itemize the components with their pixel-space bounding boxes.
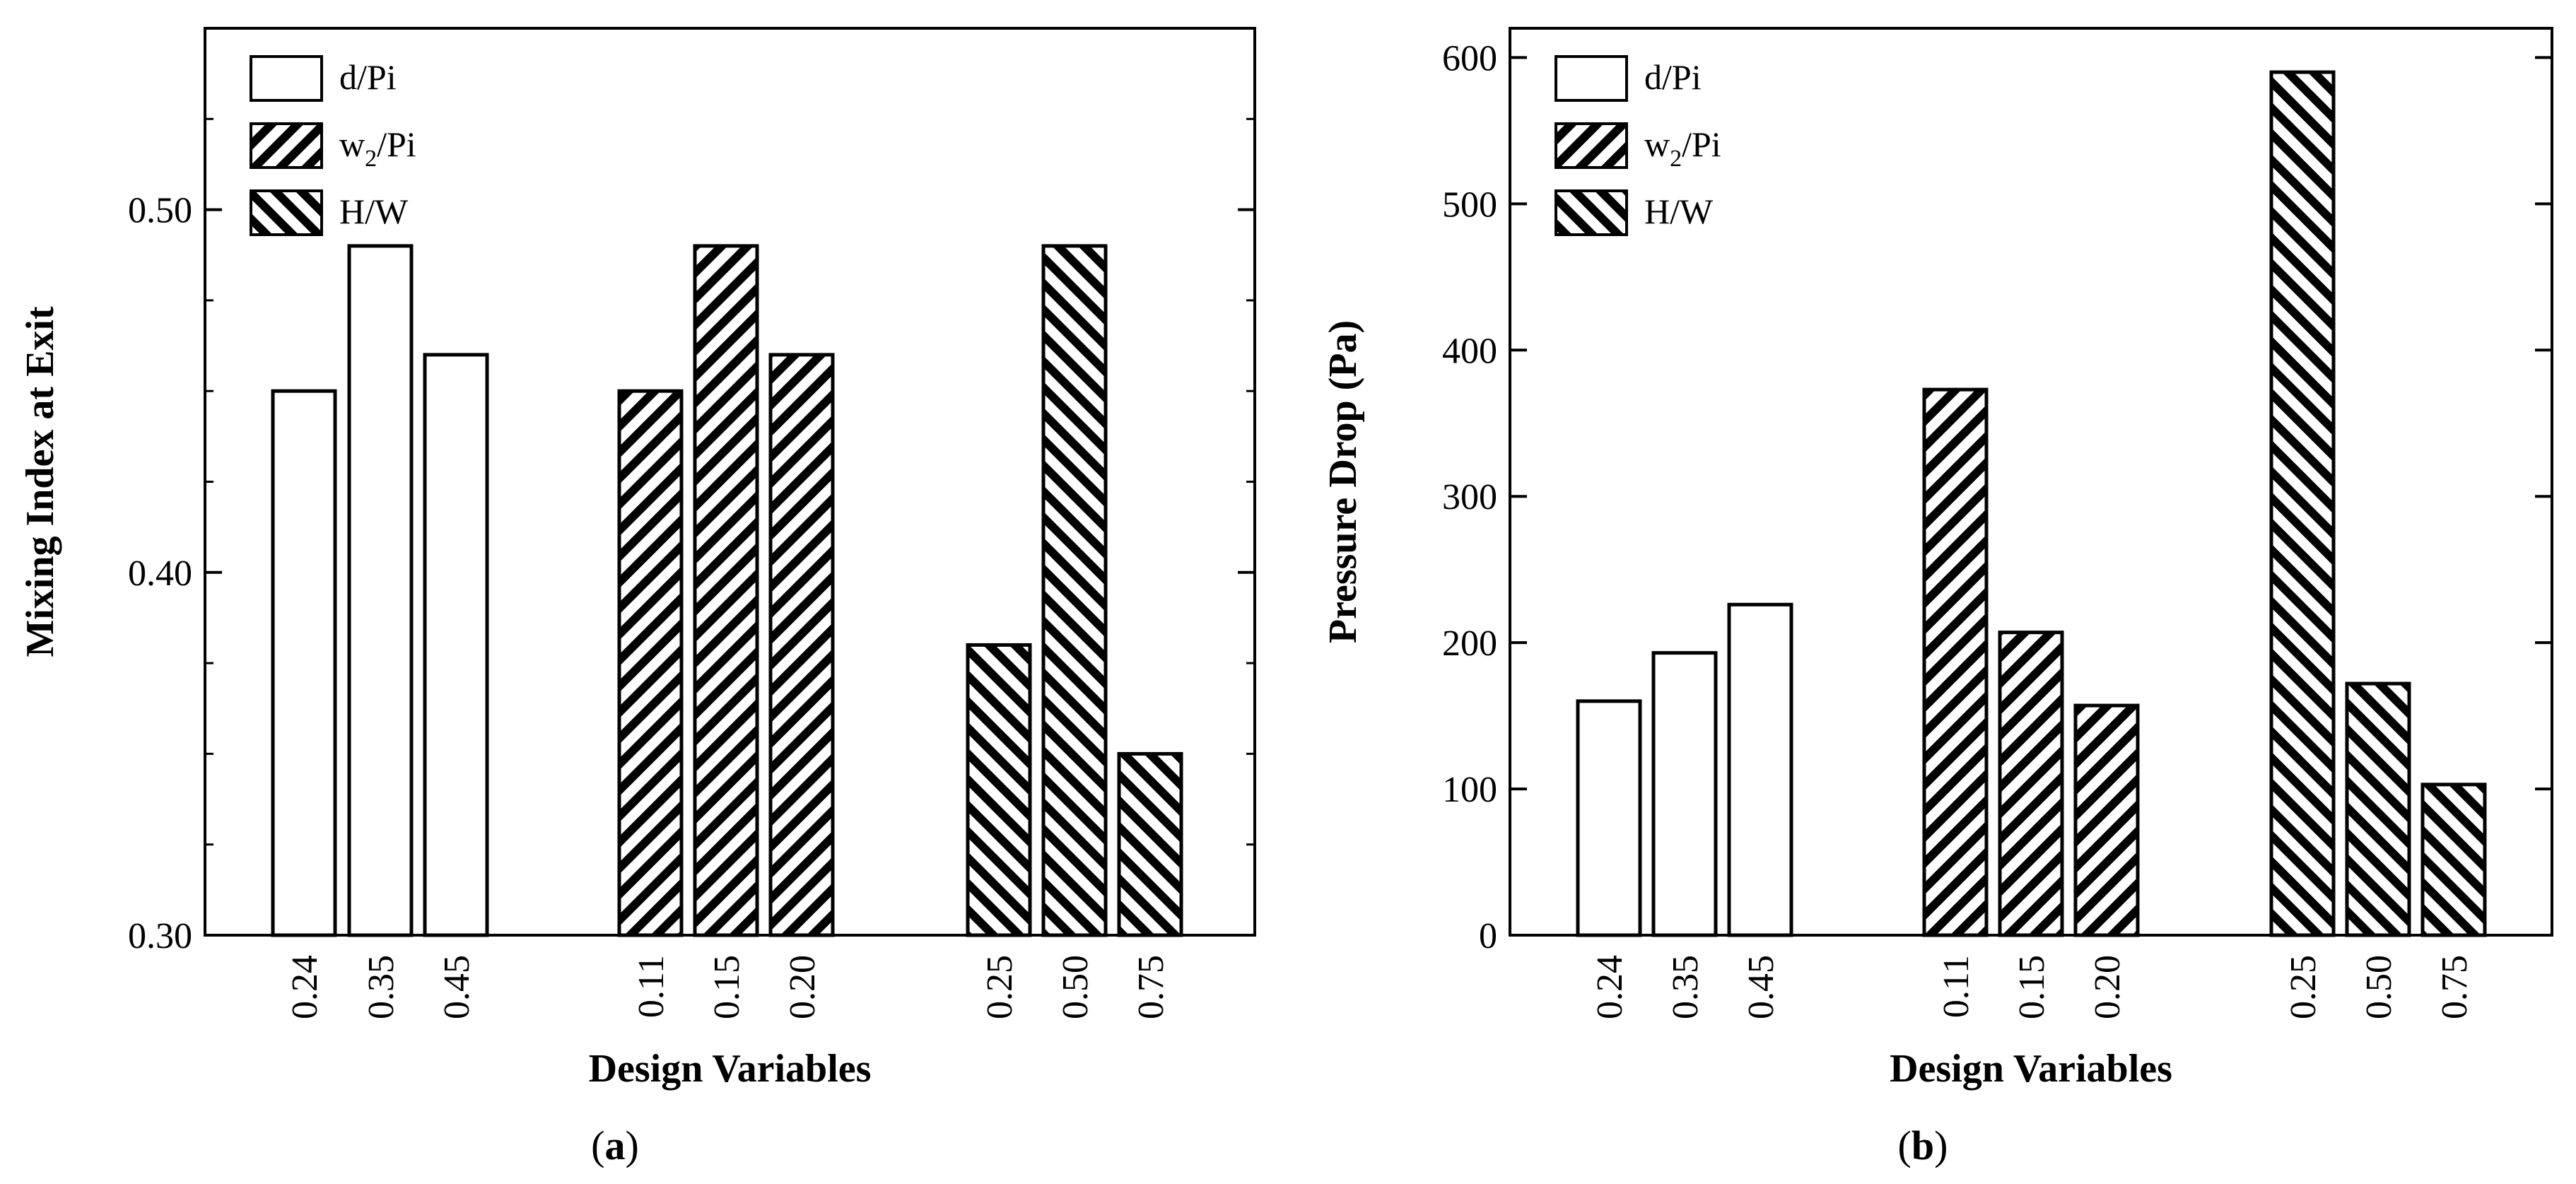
legend-swatch xyxy=(1555,55,1628,102)
x-tick-label: 0.35 xyxy=(361,955,402,1019)
legend-label: w2/Pi xyxy=(1644,124,1721,172)
bar-d-pi-0.45 xyxy=(1727,602,1793,937)
bar-h-w-0.50 xyxy=(2345,681,2411,937)
x-tick-label: 0.50 xyxy=(1055,955,1096,1019)
y-tick-label: 300 xyxy=(1442,477,1497,517)
bar-d-pi-0.24 xyxy=(1576,699,1642,937)
x-tick-label: 0.20 xyxy=(2088,955,2128,1019)
x-tick-label: 0.35 xyxy=(1665,955,1706,1019)
bar-w2-pi-0.15 xyxy=(693,244,759,937)
bar-h-w-0.75 xyxy=(2420,783,2487,937)
chart-mixing-index: 0.30 0.40 0.50 0.24 0.35 0.45 0.11 0.15 0.20 0.25… xyxy=(18,27,1256,1091)
panel-label-a: (a) xyxy=(591,1123,639,1168)
bar-h-w-0.75 xyxy=(1117,751,1183,937)
y-tick-label: 200 xyxy=(1442,623,1497,664)
legend-label: d/Pi xyxy=(339,57,397,97)
legend-swatch xyxy=(250,55,323,102)
legend-swatch xyxy=(250,122,323,169)
x-axis-title: Design Variables xyxy=(589,1047,872,1091)
bar-d-pi-0.24 xyxy=(271,389,337,937)
y-tick-label: 500 xyxy=(1442,184,1497,225)
bar-w2-pi-0.20 xyxy=(768,353,835,937)
x-tick-label: 0.11 xyxy=(631,955,672,1018)
x-tick-label: 0.11 xyxy=(1936,955,1977,1018)
legend-label: d/Pi xyxy=(1644,57,1702,97)
legend-swatch xyxy=(1555,122,1628,169)
y-tick-label: 400 xyxy=(1442,331,1497,371)
bar-w2-pi-0.15 xyxy=(1998,631,2064,937)
y-tick-label: 600 xyxy=(1442,38,1497,78)
y-tick-label: 0.50 xyxy=(128,191,192,231)
legend-label: w2/Pi xyxy=(339,124,416,172)
legend-swatch xyxy=(250,189,323,236)
bar-d-pi-0.35 xyxy=(1651,651,1718,937)
bar-h-w-0.50 xyxy=(1041,244,1108,937)
y-axis-title: Pressure Drop (Pa) xyxy=(1321,320,1365,643)
bar-w2-pi-0.11 xyxy=(1922,387,1989,937)
y-axis-title: Mixing Index at Exit xyxy=(18,306,62,657)
x-tick-label: 0.24 xyxy=(285,955,325,1019)
x-tick-label: 0.45 xyxy=(1741,955,1781,1019)
legend-swatch xyxy=(1555,189,1628,236)
bar-d-pi-0.35 xyxy=(347,244,414,937)
x-tick-label: 0.75 xyxy=(2435,955,2475,1019)
y-tick-label: 0 xyxy=(1479,916,1497,956)
x-tick-label: 0.75 xyxy=(1131,955,1171,1019)
x-tick-label: 0.24 xyxy=(1590,955,1630,1019)
legend-label: H/W xyxy=(1644,192,1714,231)
legend-label: H/W xyxy=(339,192,409,231)
x-axis-title: Design Variables xyxy=(1890,1047,2172,1091)
panel-label-b: (b) xyxy=(1898,1123,1948,1168)
x-tick-label: 0.45 xyxy=(437,955,477,1019)
chart-pressure-drop: 0 100 200 300 400 500 600 0.24 0.35 0.45 0.11 0.15 0… xyxy=(1321,27,2553,1091)
x-tick-label: 0.25 xyxy=(980,955,1020,1019)
bar-h-w-0.25 xyxy=(2269,70,2336,937)
y-tick-label: 0.40 xyxy=(128,553,192,594)
x-tick-label: 0.25 xyxy=(2283,955,2324,1019)
bar-w2-pi-0.20 xyxy=(2073,703,2140,937)
x-tick-label: 0.20 xyxy=(783,955,823,1019)
x-tick-label: 0.15 xyxy=(2012,955,2052,1019)
x-tick-label: 0.50 xyxy=(2359,955,2399,1019)
bar-h-w-0.25 xyxy=(966,643,1032,937)
x-tick-label: 0.15 xyxy=(707,955,747,1019)
bar-d-pi-0.45 xyxy=(423,353,489,937)
y-tick-label: 100 xyxy=(1442,770,1497,810)
y-tick-label: 0.30 xyxy=(128,916,192,956)
bar-w2-pi-0.11 xyxy=(617,389,684,937)
